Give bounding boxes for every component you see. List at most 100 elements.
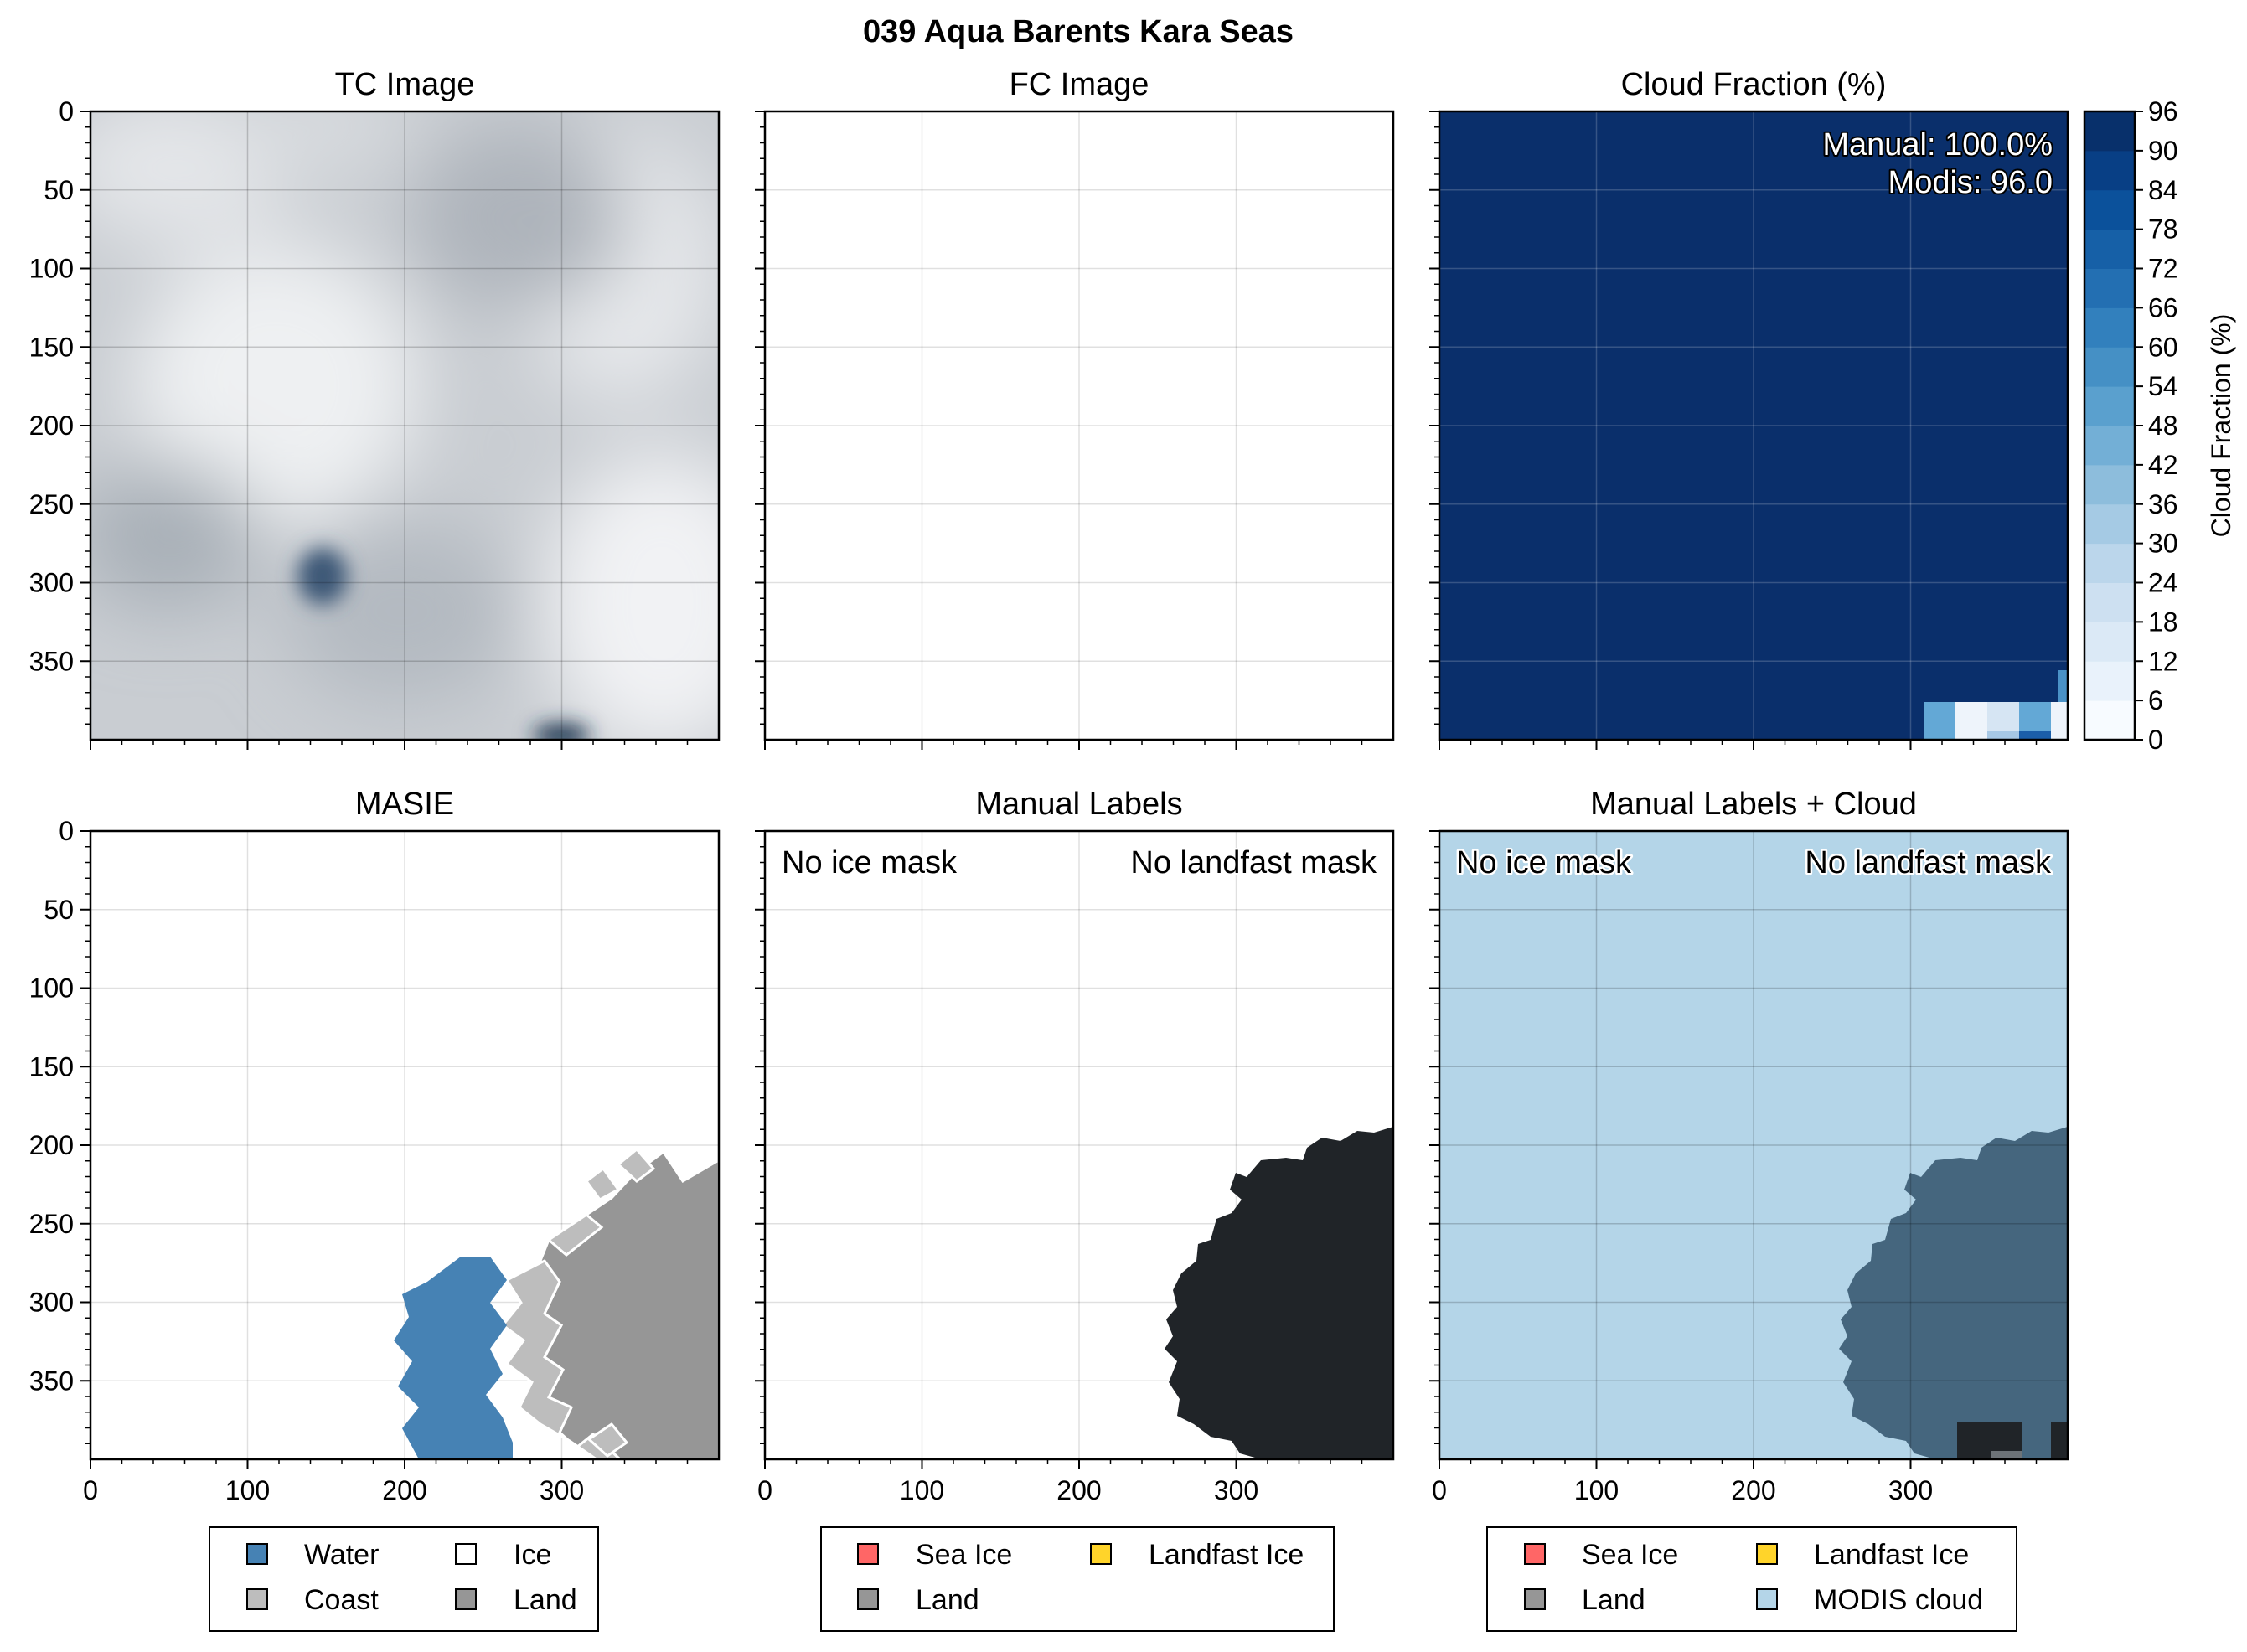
colorbar-tick-label: 36 [2148,489,2178,519]
legend-swatch-sea-ice-cloud [1524,1543,1546,1565]
x-tick-label: 0 [83,1475,98,1505]
legend-label-sea-ice: Sea Ice [916,1539,1012,1571]
y-tick-label: 250 [29,489,74,519]
y-tick-label: 150 [29,1051,74,1082]
x-tick-label: 0 [757,1475,772,1505]
legend-manual: Sea Ice Landfast Ice Land [820,1526,1335,1632]
colorbar-segment [2084,229,2135,269]
panel-title-fc: FC Image [1010,67,1149,102]
y-tick-label: 300 [29,1288,74,1318]
x-tick-label: 300 [540,1475,584,1505]
axes-cloud [1429,111,2038,750]
masie-land-region [500,1147,721,1461]
y-tick-label: 0 [59,96,74,126]
x-tick-label: 300 [1888,1475,1933,1505]
panel-title-cloud: Cloud Fraction (%) [1621,67,1887,102]
colorbar-tick-label: 12 [2148,646,2178,676]
y-tick-label: 50 [44,175,74,205]
colorbar-tick-label: 72 [2148,254,2178,284]
colorbar-segment [2084,503,2135,545]
colorbar-tick-label: 60 [2148,332,2178,362]
x-tick-label: 300 [1214,1475,1258,1505]
panel-title-masie: MASIE [355,787,454,822]
axes-tc: 0 50 100 150 200 250 300 350 [29,96,689,750]
colorbar-segment [2084,189,2135,230]
x-tick-label: 0 [1432,1475,1447,1505]
legend-label-landfast-ice-cloud: Landfast Ice [1814,1539,1969,1571]
legend-swatch-sea-ice [857,1543,879,1565]
legend-swatch-landfast-ice-cloud [1756,1543,1778,1565]
colorbar-segment [2084,622,2135,662]
figure-title: 039 Aqua Barents Kara Seas [863,14,1294,49]
colorbar-segment [2084,464,2135,505]
y-tick-label: 350 [29,1365,74,1396]
axes-masie: 0 100 200 300 0 50 100 150 200 250 300 350 [29,816,689,1505]
colorbar-tick-label: 42 [2148,450,2178,480]
legend-label-land-cloud: Land [1582,1584,1645,1616]
legend-swatch-land-cloud [1524,1588,1546,1610]
y-tick-label: 300 [29,568,74,598]
colorbar-label: Cloud Fraction (%) [2206,314,2236,538]
legend-label-land: Land [514,1584,577,1616]
tc-satellite-image [90,111,719,740]
legend-label-modis-cloud: MODIS cloud [1814,1584,1983,1616]
colorbar-segment [2084,543,2135,583]
colorbar-tick-label: 30 [2148,529,2178,559]
panel-manual-labels: Manual Labels No ice mask No landfast ma… [755,787,1395,1505]
legend-swatch-landfast-ice [1090,1543,1112,1565]
panel-masie: MASIE 0 100 200 300 0 50 100 150 200 250 300 350 [29,787,721,1505]
colorbar: 0 6 12 18 24 30 36 42 48 54 60 66 72 78 84 90 96 [2083,96,2178,755]
colorbar-segment [2084,111,2135,152]
x-tick-label: 100 [1574,1475,1619,1505]
x-tick-label: 200 [1731,1475,1775,1505]
panel-manual-cloud: Manual Labels + Cloud No ice mask No lan… [1429,787,2069,1505]
grid-tc [90,111,719,740]
colorbar-tick-label: 0 [2148,725,2163,755]
y-tick-label: 0 [59,816,74,846]
colorbar-tick-label: 90 [2148,136,2178,166]
annotation-no-landfast-mask-cloud: No landfast mask [1805,845,2052,880]
x-tick-label: 200 [1056,1475,1101,1505]
grid-cloud [1439,111,2068,740]
legend-label-land-manual: Land [916,1584,979,1616]
legend-swatch-land [455,1588,477,1610]
legend-label-sea-ice-cloud: Sea Ice [1582,1539,1678,1571]
manual-land-region [1165,1127,1393,1459]
panel-title-manual: Manual Labels [975,787,1182,822]
annotation-no-ice-mask-cloud: No ice mask [1456,845,1632,880]
y-tick-label: 50 [44,895,74,925]
legend-swatch-ice [455,1543,477,1565]
legend-label-landfast-ice: Landfast Ice [1149,1539,1304,1571]
y-tick-label: 350 [29,646,74,676]
axes-manual-cloud: 0 100 200 300 [1429,830,2038,1505]
annotation-no-landfast-mask: No landfast mask [1130,845,1377,880]
legend-swatch-water [246,1543,268,1565]
x-tick-label: 100 [225,1475,270,1505]
legend-label-water: Water [304,1539,379,1571]
colorbar-tick-label: 6 [2148,685,2163,715]
colorbar-segment [2084,268,2135,308]
y-tick-label: 250 [29,1209,74,1239]
colorbar-tick-label: 48 [2148,410,2178,441]
legend-label-coast: Coast [304,1584,379,1616]
colorbar-segment [2084,582,2135,622]
legend-masie: Water Ice Coast Land [209,1526,599,1632]
masie-water-region [394,1257,513,1459]
panel-cloud-fraction: Cloud Fraction (%) Manual: 100.0% Modis:… [1429,67,2236,755]
colorbar-tick-label: 84 [2148,175,2178,205]
legend-swatch-coast [246,1588,268,1610]
axes-fc [755,111,1363,750]
annotation-manual: Manual: 100.0% [1822,127,2053,163]
x-tick-label: 200 [382,1475,426,1505]
y-tick-label: 200 [29,410,74,441]
y-tick-label: 100 [29,973,74,1004]
y-tick-label: 150 [29,332,74,362]
colorbar-segment [2084,426,2135,466]
annotation-no-ice-mask: No ice mask [782,845,958,880]
colorbar-segment [2084,700,2135,741]
colorbar-tick-label: 18 [2148,607,2178,637]
colorbar-segment [2084,386,2135,426]
colorbar-tick-label: 96 [2148,96,2178,126]
colorbar-segment [2084,347,2135,387]
